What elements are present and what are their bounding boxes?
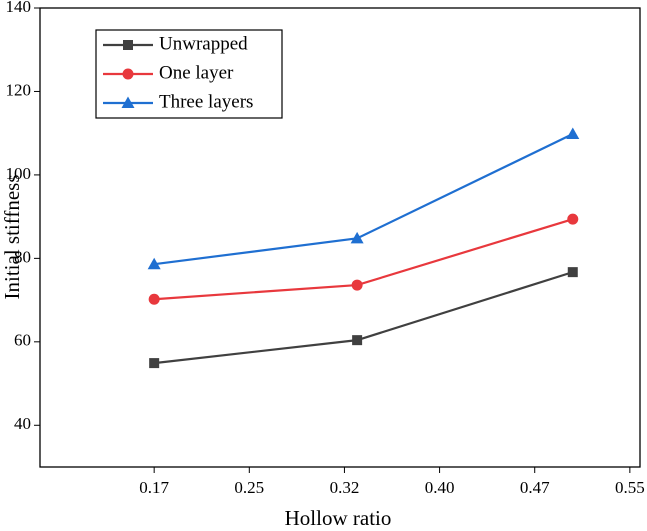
legend-label: Three layers: [159, 91, 253, 112]
y-tick-label: 40: [14, 414, 31, 433]
legend-marker: [121, 96, 135, 108]
x-tick-label: 0.40: [425, 478, 455, 497]
marker: [567, 267, 578, 278]
x-tick-label: 0.25: [234, 478, 264, 497]
series-line: [154, 271, 574, 365]
series-line: [154, 133, 574, 266]
marker: [566, 127, 580, 140]
legend-marker: [123, 40, 133, 50]
y-tick-label: 100: [6, 164, 32, 183]
legend-label: Unwrapped: [159, 33, 248, 54]
plot-frame: [39, 7, 641, 468]
marker: [351, 279, 363, 291]
x-tick-label: 0.17: [139, 478, 169, 497]
y-tick-label: 80: [14, 247, 31, 266]
legend-marker: [122, 68, 134, 80]
marker: [147, 257, 161, 270]
x-tick-label: 0.55: [615, 478, 645, 497]
marker: [352, 335, 363, 346]
legend-label: One layer: [159, 62, 234, 83]
y-tick-label: 140: [6, 0, 32, 16]
marker: [149, 358, 160, 369]
series-line: [154, 218, 574, 301]
y-tick-label: 120: [6, 80, 32, 99]
y-tick-label: 60: [14, 331, 31, 350]
x-tick-label: 0.47: [520, 478, 550, 497]
x-tick-label: 0.32: [330, 478, 360, 497]
marker: [567, 213, 579, 225]
y-axis-label: Initial stiffness: [0, 174, 24, 299]
marker: [350, 231, 364, 244]
x-axis-label: Hollow ratio: [285, 506, 392, 530]
marker: [148, 293, 160, 305]
